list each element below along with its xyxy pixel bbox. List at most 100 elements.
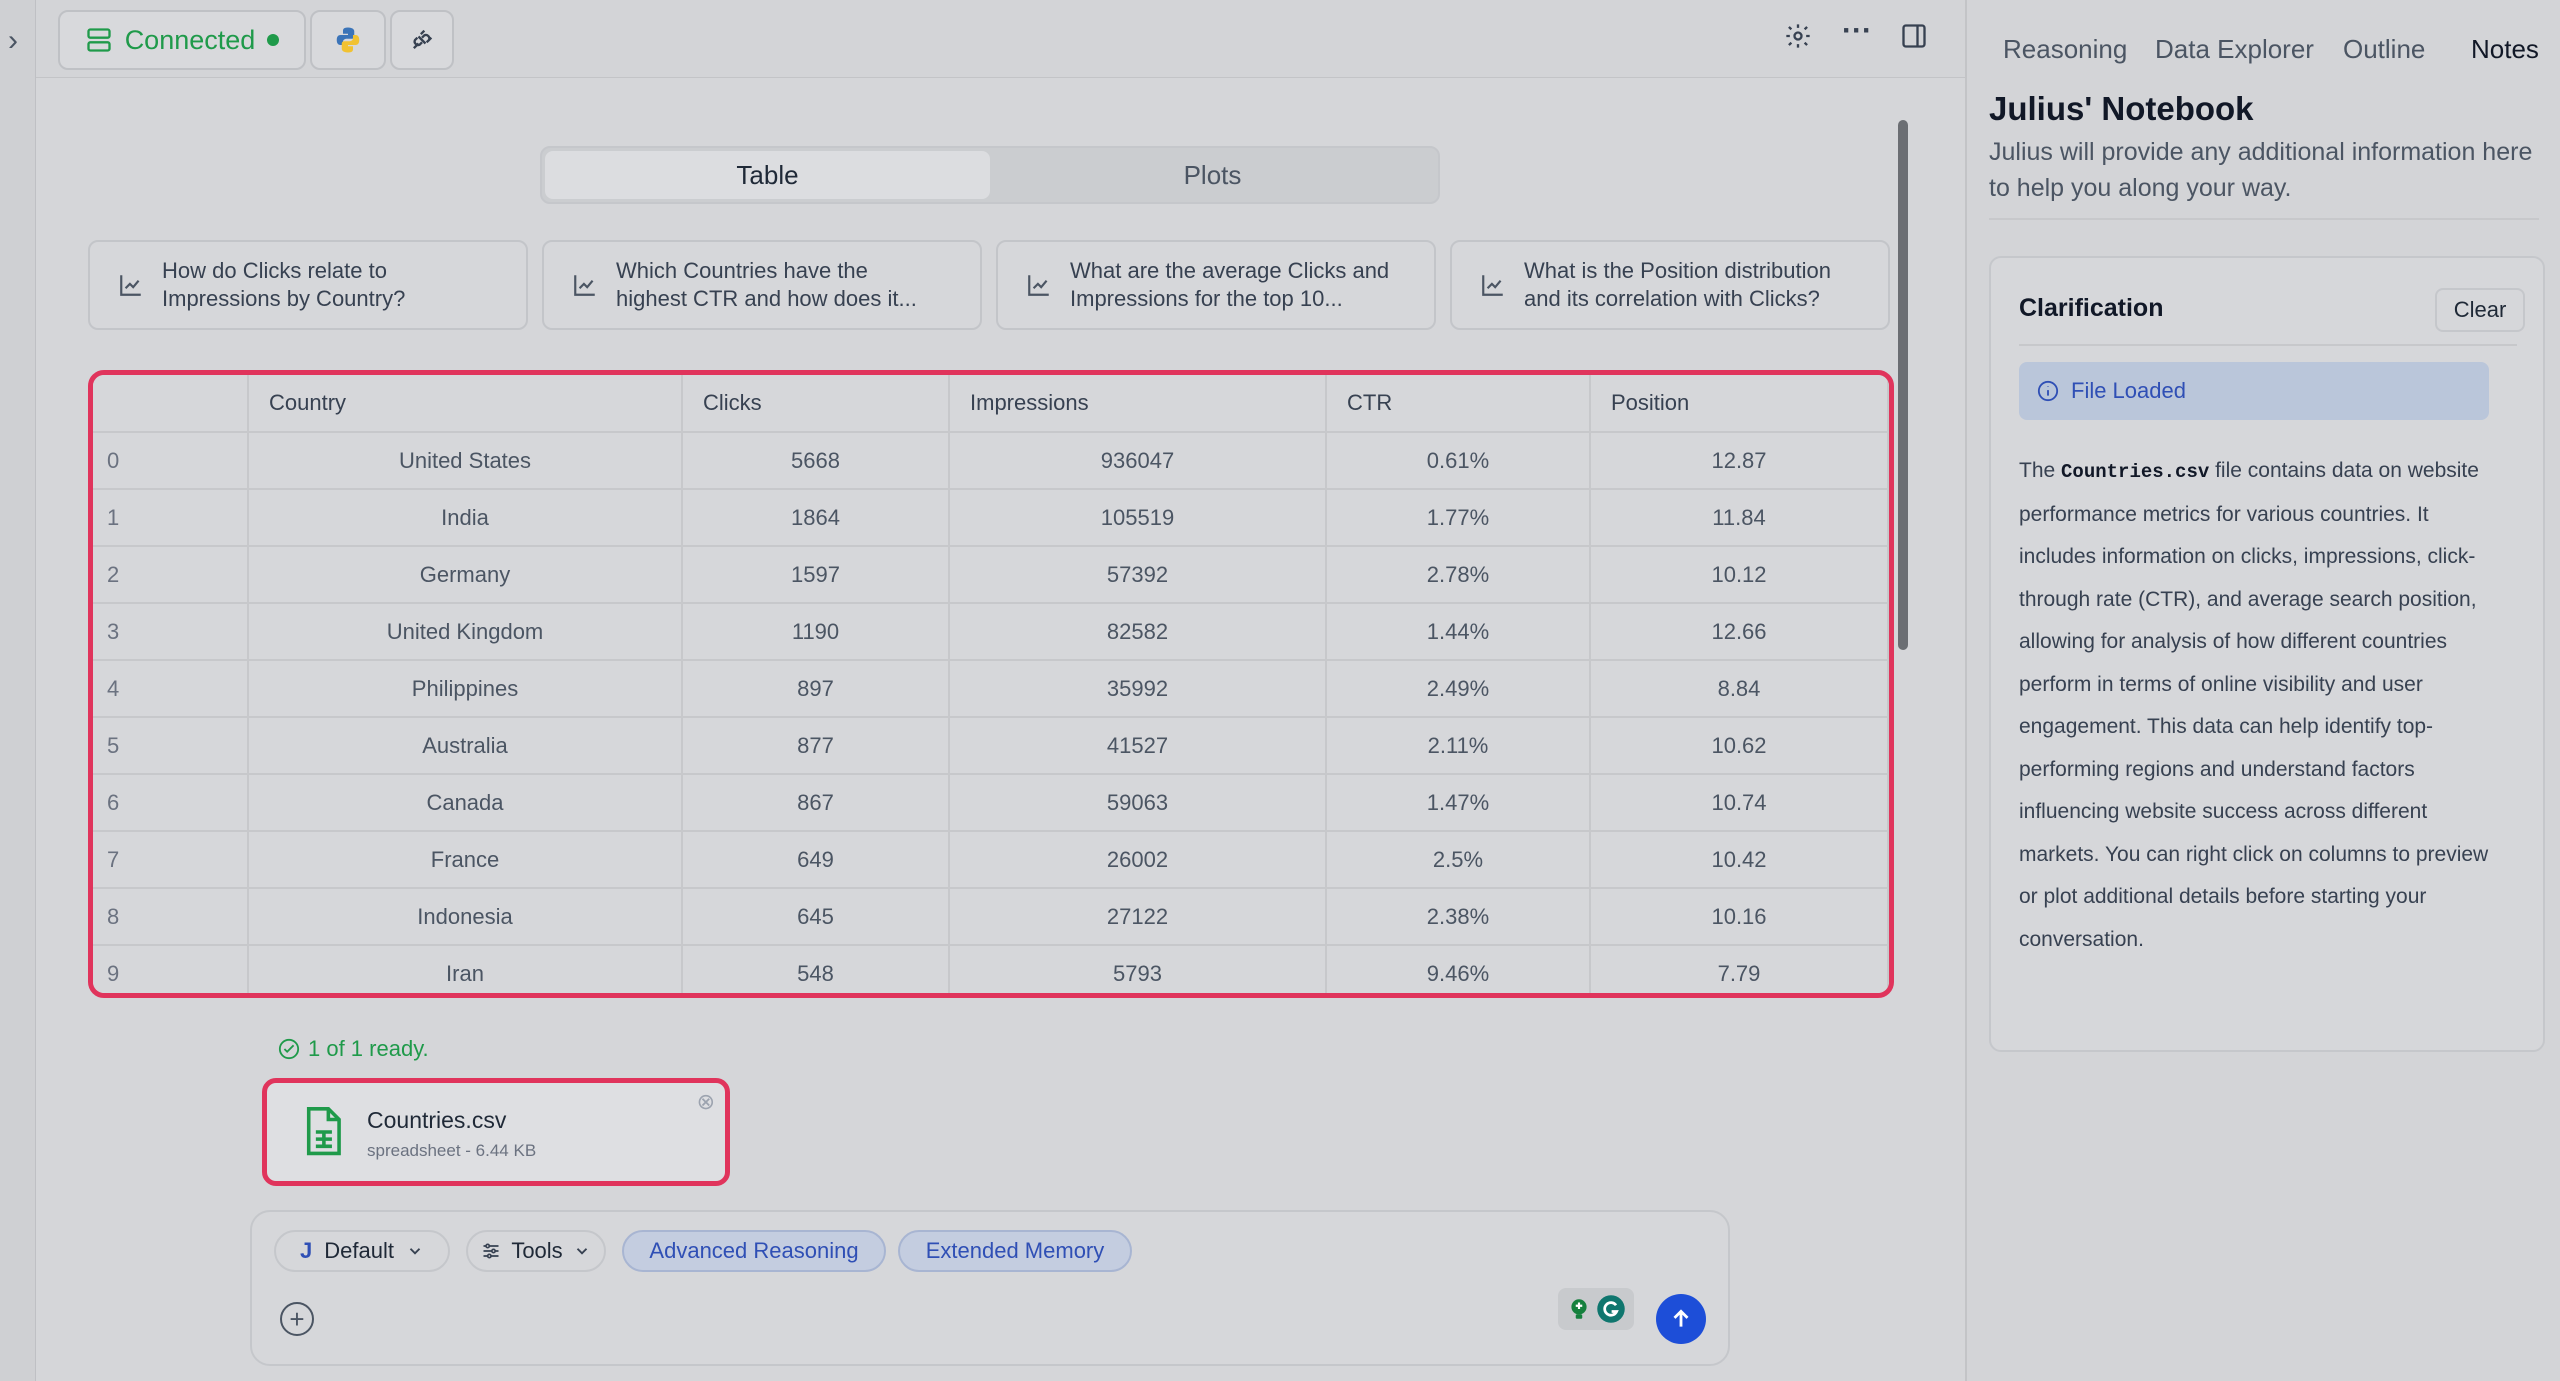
connection-status-button[interactable]: Connected: [58, 10, 306, 70]
table-row: 4 Philippines 897 35992 2.49% 8.84: [93, 660, 1889, 718]
extended-memory-toggle[interactable]: Extended Memory: [898, 1230, 1132, 1272]
table-row: 1 India 1864 105519 1.77% 11.84: [93, 489, 1889, 547]
extension-icons: [1558, 1288, 1634, 1330]
message-composer[interactable]: J Default Tools Advanced Reasoning Exten…: [250, 1210, 1730, 1366]
table-cell: 649: [682, 831, 950, 889]
tools-label: Tools: [511, 1238, 563, 1263]
table-cell: 10.74: [1590, 774, 1889, 832]
left-rail: [0, 0, 36, 1381]
suggestion-line1: What are the average Clicks and: [1070, 258, 1390, 283]
chart-icon: [1028, 275, 1049, 296]
server-icon: [87, 28, 111, 52]
table-cell: Germany: [248, 546, 683, 604]
table-cell: India: [248, 489, 683, 547]
clarification-prefix: The: [2019, 459, 2062, 482]
python-icon: [336, 27, 360, 53]
table-cell: 7.79: [1590, 945, 1889, 993]
table-cell: France: [248, 831, 683, 889]
clear-button[interactable]: Clear: [2435, 288, 2525, 332]
row-index-cell: 7: [93, 831, 249, 889]
remove-file-icon[interactable]: ⊗: [696, 1089, 715, 1114]
table-cell: 2.5%: [1326, 831, 1591, 889]
table-cell: 897: [682, 660, 950, 718]
suggestion-line1: Which Countries have the: [616, 258, 868, 283]
table-row: 3 United Kingdom 1190 82582 1.44% 12.66: [93, 603, 1889, 661]
main-scrollbar[interactable]: [1898, 120, 1908, 650]
uploaded-file-card[interactable]: Countries.csv spreadsheet - 6.44 KB ⊗: [262, 1078, 730, 1186]
model-select[interactable]: J Default: [274, 1230, 450, 1272]
tab-plots[interactable]: Plots: [1183, 159, 1242, 190]
arrow-up-icon: [1673, 1309, 1689, 1327]
notebook-title: Julius' Notebook: [1989, 90, 2254, 127]
suggestion-line2: and its correlation with Clicks?: [1524, 286, 1820, 311]
panel-toggle-icon[interactable]: [1900, 22, 1928, 56]
column-header-index[interactable]: [93, 375, 249, 433]
model-label: Default: [324, 1238, 394, 1263]
clarification-text: The Countries.csv file contains data on …: [2019, 450, 2509, 961]
column-header-impressions[interactable]: Impressions: [949, 375, 1327, 433]
python-runtime-button[interactable]: [310, 10, 386, 70]
table-cell: 2.49%: [1326, 660, 1591, 718]
grammarly-icon[interactable]: [1596, 1294, 1626, 1324]
table-cell: Philippines: [248, 660, 683, 718]
table-cell: 936047: [949, 432, 1327, 490]
table-cell: 11.84: [1590, 489, 1889, 547]
row-index-cell: 6: [93, 774, 249, 832]
table-row: 8 Indonesia 645 27122 2.38% 10.16: [93, 888, 1889, 946]
column-header-clicks[interactable]: Clicks: [682, 375, 950, 433]
send-button[interactable]: [1656, 1294, 1706, 1344]
column-header-ctr[interactable]: CTR: [1326, 375, 1591, 433]
table-cell: 645: [682, 888, 950, 946]
add-attachment-icon[interactable]: +: [280, 1302, 314, 1336]
table-cell: 1.77%: [1326, 489, 1591, 547]
row-index-cell: 8: [93, 888, 249, 946]
table-cell: 867: [682, 774, 950, 832]
suggestion-card[interactable]: What is the Position distribution and its…: [1450, 240, 1890, 330]
table-cell: 548: [682, 945, 950, 993]
table-cell: 26002: [949, 831, 1327, 889]
expand-sidebar-chevron-icon[interactable]: ›: [8, 24, 18, 57]
row-index-cell: 4: [93, 660, 249, 718]
connection-label: Connected: [124, 24, 256, 55]
suggestion-line2: highest CTR and how does it...: [616, 286, 917, 311]
table-cell: Australia: [248, 717, 683, 775]
row-index-cell: 3: [93, 603, 249, 661]
file-loaded-status: File Loaded: [2019, 362, 2489, 420]
table-cell: 82582: [949, 603, 1327, 661]
chevron-down-icon: [409, 1248, 421, 1255]
tab-reasoning[interactable]: Reasoning: [2003, 34, 2128, 64]
divider: [1989, 218, 2539, 220]
table-cell: 12.66: [1590, 603, 1889, 661]
table-cell: 59063: [949, 774, 1327, 832]
suggestion-line1: How do Clicks relate to: [162, 258, 387, 283]
file-name: Countries.csv: [367, 1107, 507, 1133]
gear-icon[interactable]: [1784, 22, 1812, 56]
table-row: 2 Germany 1597 57392 2.78% 10.12: [93, 546, 1889, 604]
advanced-reasoning-toggle[interactable]: Advanced Reasoning: [622, 1230, 886, 1272]
column-header-country[interactable]: Country: [248, 375, 683, 433]
table-cell: Indonesia: [248, 888, 683, 946]
more-icon[interactable]: ···: [1842, 14, 1872, 47]
spreadsheet-file-icon: [306, 1107, 341, 1156]
tab-outline[interactable]: Outline: [2343, 34, 2426, 64]
column-header-position[interactable]: Position: [1590, 375, 1889, 433]
tab-data-explorer[interactable]: Data Explorer: [2155, 34, 2314, 64]
table-cell: 10.42: [1590, 831, 1889, 889]
tab-table[interactable]: Table: [545, 151, 990, 199]
clarification-body: file contains data on website performanc…: [2019, 459, 2489, 951]
chevron-down-icon: [576, 1248, 587, 1255]
table-cell: 8.84: [1590, 660, 1889, 718]
row-index-cell: 9: [93, 945, 249, 993]
disconnect-button[interactable]: [390, 10, 454, 70]
suggestion-card[interactable]: What are the average Clicks and Impressio…: [996, 240, 1436, 330]
info-icon: [2037, 380, 2059, 402]
tab-notes[interactable]: Notes: [2471, 34, 2539, 64]
view-toggle: Table Plots: [540, 146, 1440, 204]
suggestion-card[interactable]: How do Clicks relate to Impressions by Co…: [88, 240, 528, 330]
table-cell: 1864: [682, 489, 950, 547]
table-cell: 10.12: [1590, 546, 1889, 604]
suggestion-card[interactable]: Which Countries have the highest CTR and …: [542, 240, 982, 330]
tools-select[interactable]: Tools: [466, 1230, 606, 1272]
upload-status-text: 1 of 1 ready.: [308, 1036, 429, 1061]
lightbulb-icon[interactable]: [1566, 1296, 1592, 1322]
